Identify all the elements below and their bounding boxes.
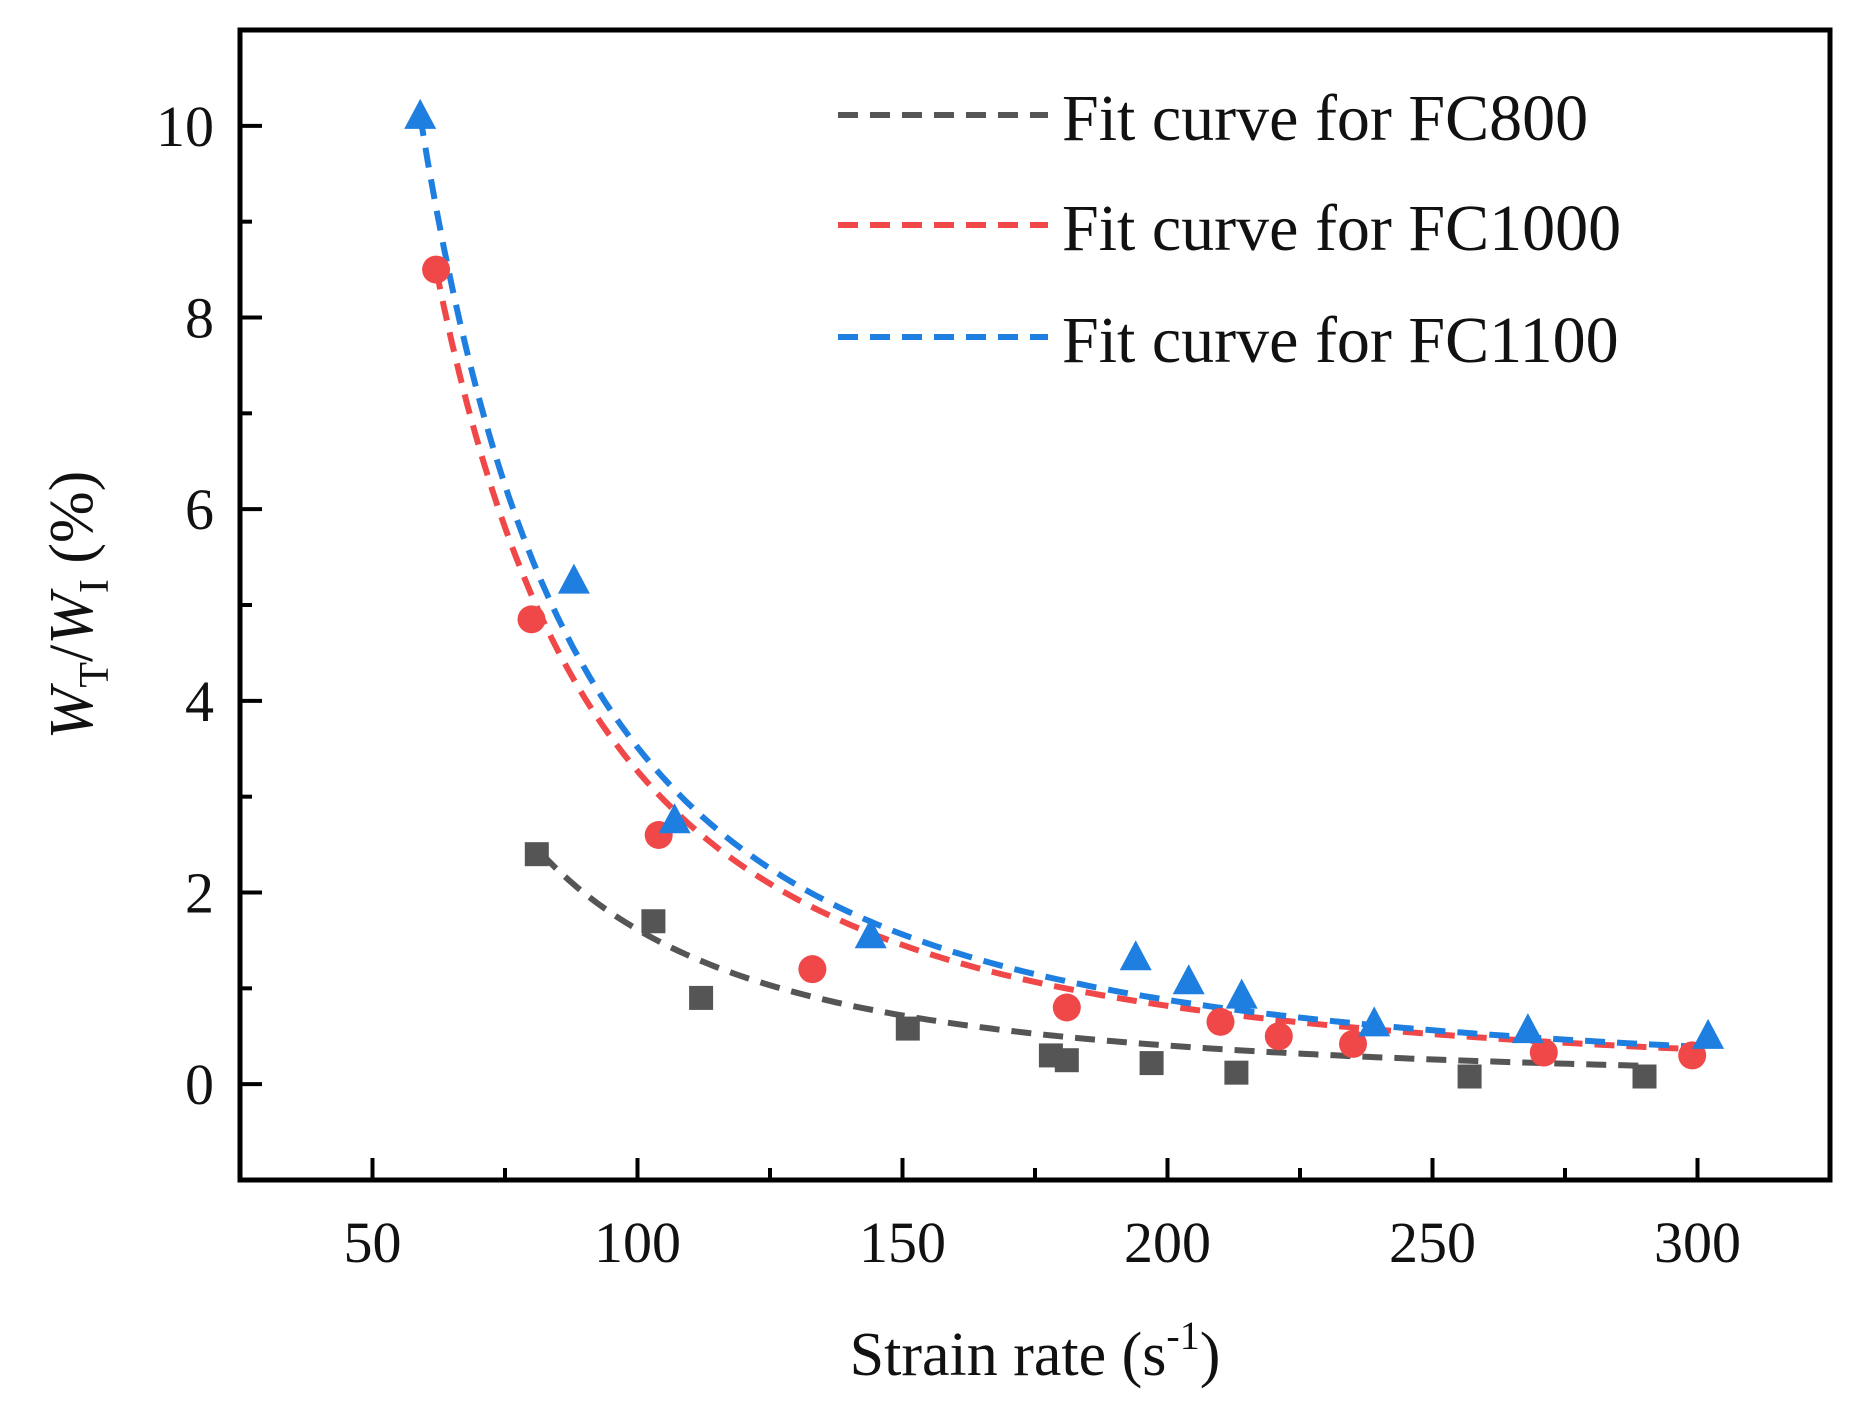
y-axis-title: WT/WI (%) (38, 471, 118, 740)
x-tick-label-300: 300 (1654, 1210, 1741, 1275)
marker-fc800-6 (1139, 1051, 1164, 1076)
x-tick-label-50: 50 (344, 1210, 402, 1275)
y-tick-label-6: 6 (185, 477, 214, 542)
y-axis-title-w2: W (38, 588, 106, 645)
y-axis-title-w1: W (38, 682, 106, 739)
y-axis-title-unit: (%) (38, 471, 106, 579)
marker-fc1100-4 (1119, 940, 1152, 971)
marker-fc1100-1 (557, 563, 590, 594)
x-tick-label-100: 100 (594, 1210, 681, 1275)
marker-fc1000-1 (517, 605, 546, 634)
marker-fc1000-3 (798, 955, 827, 984)
axis-ticks (240, 123, 1700, 1180)
marker-fc1100-8 (1511, 1013, 1544, 1044)
fit-curve-fc1000 (433, 269, 1693, 1053)
axis-tick-labels: 50 100 150 200 250 300 0 2 4 6 8 10 (156, 94, 1741, 1275)
marker-fc800-9 (1632, 1064, 1657, 1089)
data-markers (404, 98, 1725, 1089)
marker-fc1100-7 (1358, 1006, 1391, 1037)
y-axis-title-slash: / (38, 644, 106, 662)
x-tick-label-200: 200 (1124, 1210, 1211, 1275)
marker-fc1000-4 (1052, 993, 1081, 1022)
fit-curve-fc800 (539, 852, 1645, 1069)
legend-label-fc1000: Fit curve for FC1000 (1062, 192, 1621, 265)
marker-fc800-3 (895, 1016, 920, 1041)
marker-fc1000-7 (1339, 1029, 1367, 1058)
x-axis-title-main: Strain rate (s (850, 1321, 1167, 1389)
legend-label-fc1100: Fit curve for FC1100 (1062, 304, 1619, 377)
marker-fc1100-5 (1172, 964, 1205, 995)
marker-fc800-8 (1457, 1064, 1482, 1089)
marker-fc1000-0 (422, 255, 451, 284)
marker-fc1100-6 (1225, 978, 1258, 1009)
y-axis-title-sub1: T (72, 662, 118, 688)
y-tick-label-10: 10 (156, 94, 214, 159)
marker-fc1000-6 (1264, 1022, 1293, 1051)
fit-curve-fc1100 (417, 115, 1709, 1051)
marker-fc800-5 (1054, 1048, 1079, 1073)
marker-fc800-0 (524, 842, 549, 867)
x-tick-label-150: 150 (859, 1210, 946, 1275)
y-tick-label-4: 4 (185, 669, 214, 734)
marker-fc1000-5 (1206, 1007, 1235, 1036)
marker-fc800-7 (1224, 1060, 1249, 1085)
fit-curves (417, 115, 1709, 1069)
marker-fc800-2 (689, 985, 714, 1010)
legend-label-fc800: Fit curve for FC800 (1062, 82, 1588, 155)
x-axis-title-close: ) (1200, 1321, 1221, 1389)
marker-fc1100-3 (854, 918, 887, 949)
y-tick-label-2: 2 (185, 861, 214, 926)
marker-fc1100-9 (1692, 1018, 1725, 1049)
x-axis-title: Strain rate (s-1) (850, 1313, 1221, 1389)
marker-fc1100-0 (404, 98, 437, 129)
y-tick-label-8: 8 (185, 286, 214, 351)
y-tick-label-0: 0 (185, 1052, 214, 1117)
x-tick-label-250: 250 (1389, 1210, 1476, 1275)
marker-fc800-1 (641, 909, 666, 934)
marker-fc1100-2 (658, 803, 691, 834)
legend: Fit curve for FC800 Fit curve for FC1000… (838, 82, 1621, 377)
marker-fc1000-8 (1529, 1038, 1558, 1067)
x-axis-title-sup: -1 (1166, 1313, 1199, 1358)
y-axis-title-sub2: I (72, 579, 118, 593)
